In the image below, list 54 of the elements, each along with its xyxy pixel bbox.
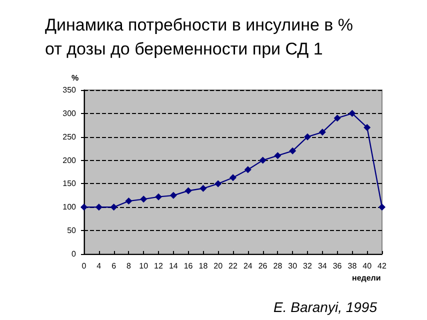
point [140, 196, 148, 203]
point [259, 156, 266, 164]
point [170, 192, 177, 199]
y-tick-label: 250 [62, 132, 77, 142]
x-tick-label: 12 [154, 262, 164, 270]
point [364, 124, 371, 131]
point [184, 187, 192, 194]
y-tick-label: 150 [62, 179, 77, 188]
x-tick-label: 32 [303, 262, 312, 270]
point [304, 133, 311, 140]
y-tick-label: 50 [67, 226, 77, 236]
x-tick-label: 18 [198, 262, 208, 270]
x-tick-label: 30 [288, 262, 298, 270]
y-tick-label: 0 [72, 250, 77, 258]
point [155, 193, 162, 200]
point [230, 174, 236, 182]
point [244, 166, 252, 174]
point [200, 184, 207, 192]
x-tick-label: 10 [139, 262, 149, 270]
y-tick-label: 300 [62, 108, 77, 118]
x-tick-label: 6 [112, 262, 117, 270]
x-tick-label: 24 [243, 262, 253, 270]
point [289, 147, 296, 154]
point [80, 204, 88, 211]
x-tick-label: 22 [228, 262, 238, 270]
point [378, 204, 386, 211]
x-axis-title: недели [352, 274, 381, 282]
point [95, 204, 102, 211]
point [214, 180, 222, 188]
x-tick-label: 40 [362, 262, 372, 270]
chart-title: Динамика потребности в инсулине в % от дозы до беременности при СД 1 [45, 16, 354, 58]
x-tick-label: 26 [258, 262, 268, 270]
y-tick-label: 100 [62, 202, 77, 212]
x-tick-label: 8 [126, 262, 132, 270]
x-tick-label: 28 [273, 262, 283, 270]
x-tick-label: 20 [214, 262, 224, 270]
point [274, 152, 282, 160]
x-tick-label: 38 [348, 262, 358, 270]
point [125, 198, 132, 205]
point [110, 204, 118, 211]
y-tick-label: 200 [62, 156, 77, 165]
point [334, 114, 341, 122]
y-tick-label: 350 [62, 86, 77, 94]
point [318, 128, 326, 136]
x-tick-label: 34 [318, 262, 328, 270]
x-tick-label: 4 [96, 262, 102, 270]
text: E. Baranyi, 1995 [273, 299, 378, 315]
point [348, 110, 356, 117]
x-tick-label: 42 [378, 262, 387, 270]
x-tick-label: 16 [184, 262, 194, 270]
x-tick-label: 36 [332, 262, 342, 270]
y-axis-title: % [71, 74, 79, 82]
x-tick-label: 14 [168, 262, 178, 270]
x-tick-label: 0 [82, 262, 87, 270]
